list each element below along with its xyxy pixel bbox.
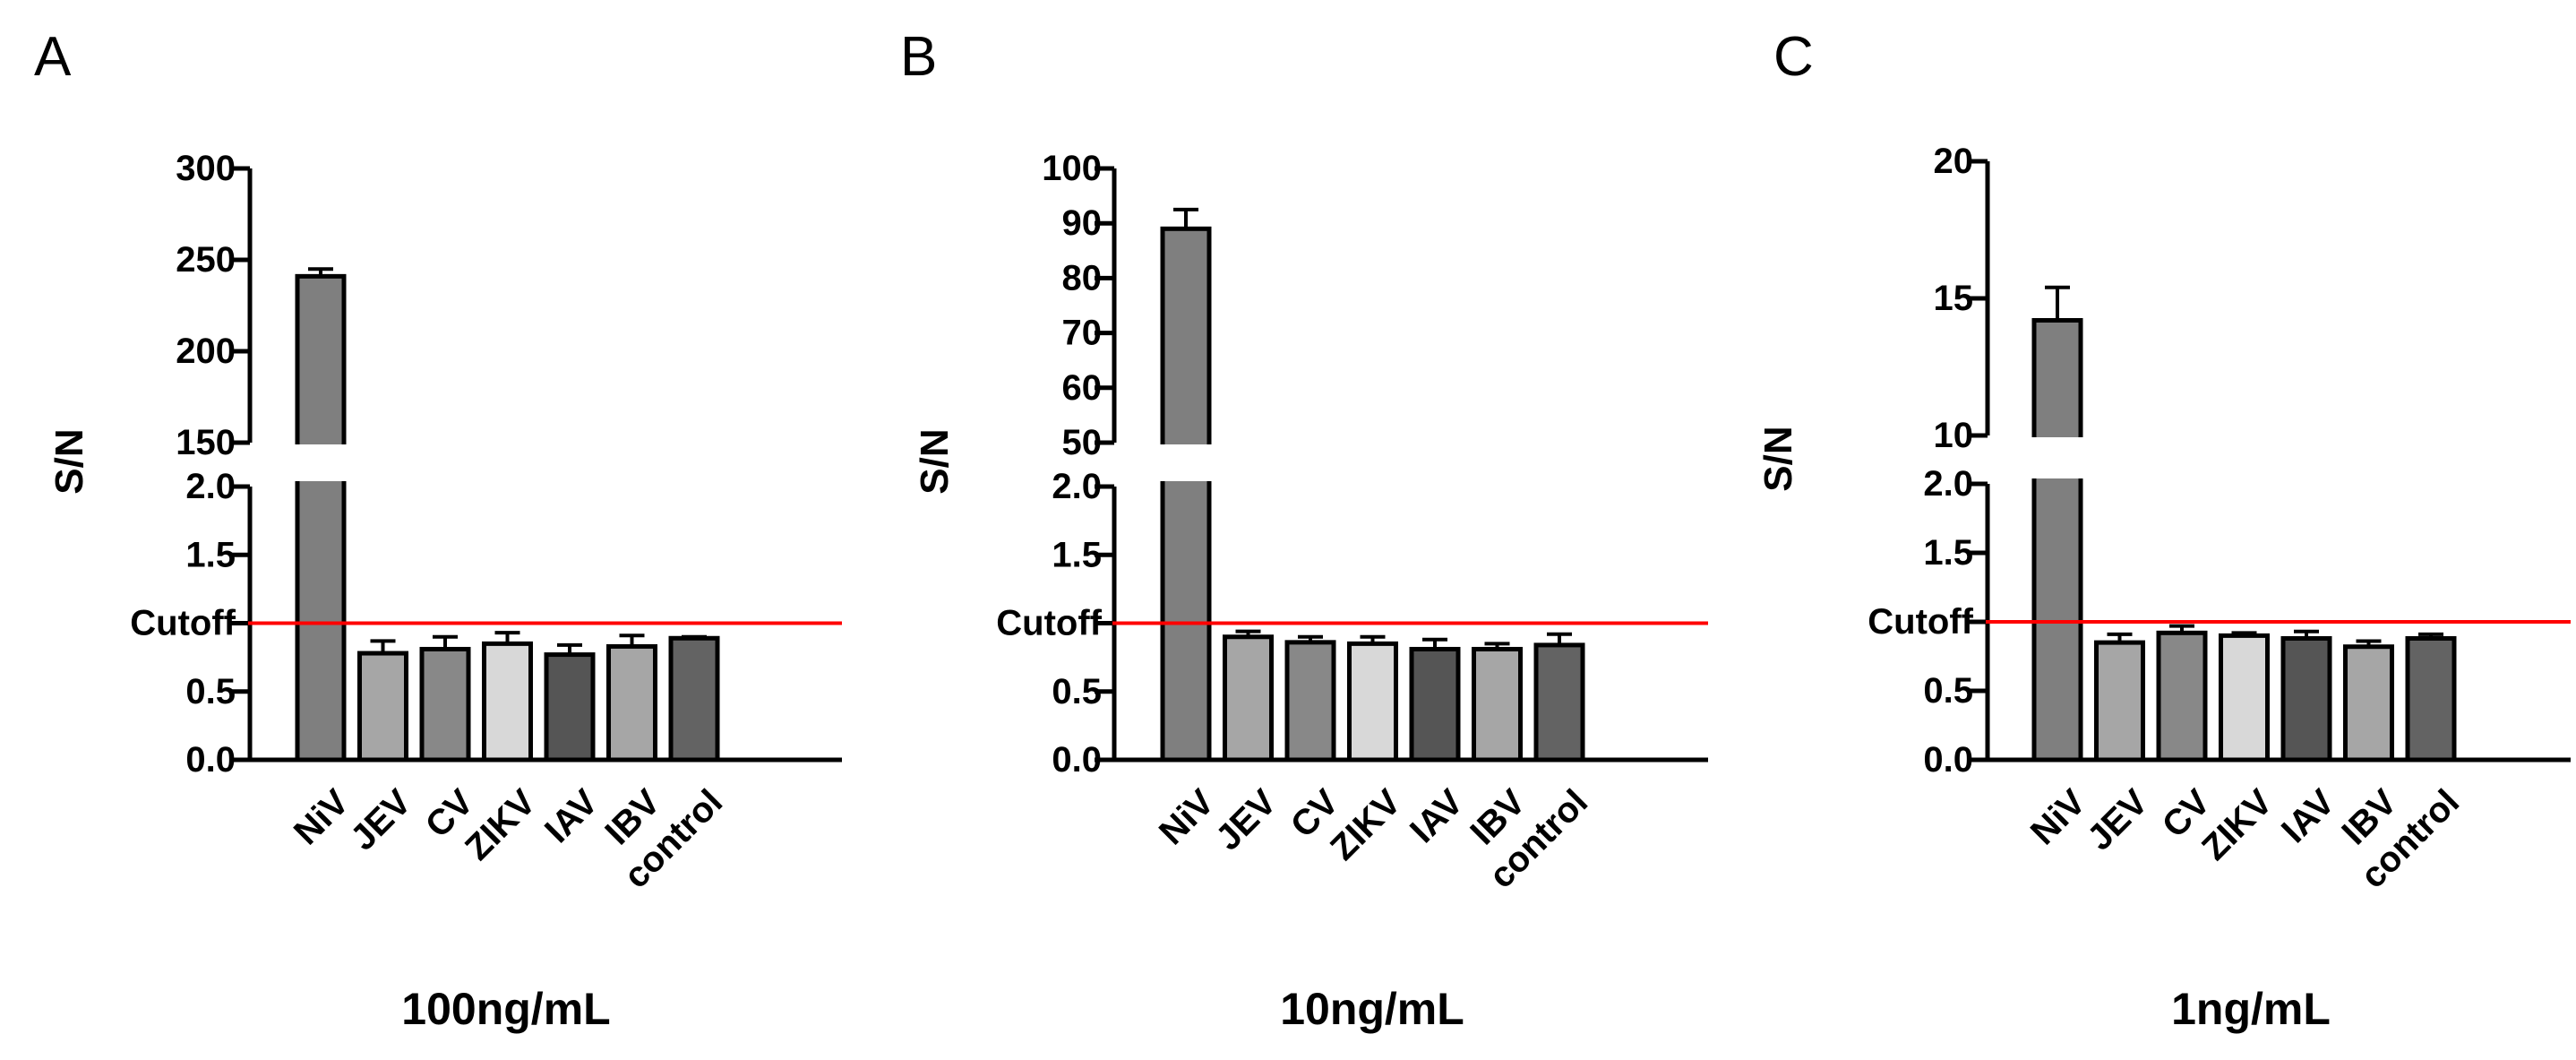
bar-niv (295, 273, 347, 763)
bar-niv (2031, 317, 2083, 763)
bar-control (2405, 635, 2457, 763)
y-tick-label: 0.5 (1052, 672, 1102, 711)
y-tick-label: 1.5 (1923, 533, 1973, 573)
y-tick-label: 15 (1934, 279, 1974, 318)
y-axis-title: S/N (1756, 426, 1800, 491)
axis-break-gap (292, 444, 349, 481)
x-axis-title: 1ng/mL (2171, 984, 2331, 1034)
bar-iav (544, 652, 596, 763)
y-tick-label: 0.5 (1923, 671, 1973, 711)
y-tick-label: 70 (1062, 314, 1103, 353)
y-tick-label: 10 (1934, 416, 1974, 455)
x-tick-label-zikv: ZIKV (2194, 782, 2280, 868)
y-tick-label: 300 (176, 149, 236, 188)
x-axis-title: 100ng/mL (401, 984, 610, 1034)
y-tick-label: 50 (1062, 423, 1103, 462)
y-tick-label: 150 (176, 423, 236, 462)
axis-break-gap (2029, 437, 2086, 478)
bar-control (668, 635, 720, 763)
x-tick-label-jev: JEV (2080, 782, 2156, 858)
y-tick-label: 60 (1062, 368, 1103, 408)
bar-iav (2280, 635, 2332, 763)
cutoff-label: Cutoff (1868, 602, 1973, 642)
x-tick-label-niv: NiV (287, 782, 356, 852)
y-tick-label: 0.0 (185, 740, 236, 780)
y-tick-label: 1.5 (185, 535, 236, 574)
panel-letter: A (34, 26, 72, 88)
x-tick-label-iav: IAV (537, 782, 605, 850)
y-tick-label: 0.0 (1052, 740, 1102, 780)
bar-jev (1223, 634, 1274, 763)
bar-ibv (606, 643, 657, 763)
y-tick-label: 200 (176, 332, 236, 371)
bar-ibv (2343, 644, 2394, 763)
cutoff-label: Cutoff (130, 604, 236, 643)
y-tick-label: 2.0 (185, 467, 236, 506)
axis-break-gap (1157, 444, 1215, 481)
bar-niv (1160, 226, 1212, 763)
y-tick-label: 2.0 (1052, 467, 1102, 506)
bar-cv (2156, 630, 2208, 763)
bar-control (1533, 642, 1585, 763)
y-tick-label: 90 (1062, 203, 1103, 243)
cutoff-label: Cutoff (996, 604, 1102, 643)
y-axis-title: S/N (913, 428, 957, 494)
panel-letter: C (1773, 26, 1814, 88)
y-tick-label: 250 (176, 240, 236, 280)
x-tick-label-jev: JEV (343, 782, 419, 858)
bar-zikv (2219, 633, 2270, 763)
y-tick-label: 0.0 (1923, 740, 1973, 780)
x-tick-label-zikv: ZIKV (1323, 782, 1409, 868)
x-tick-label-niv: NiV (2023, 782, 2093, 852)
y-tick-label: 1.5 (1052, 535, 1102, 574)
bar-cv (1284, 640, 1336, 763)
y-tick-label: 100 (1042, 149, 1102, 188)
y-tick-label: 80 (1062, 258, 1103, 297)
y-tick-label: 20 (1934, 142, 1974, 181)
x-tick-label-niv: NiV (1152, 782, 1222, 852)
bar-zikv (482, 641, 533, 763)
bar-zikv (1347, 641, 1398, 763)
x-tick-label-jev: JEV (1208, 782, 1284, 858)
bar-ibv (1472, 646, 1523, 763)
panel-letter: B (900, 26, 937, 88)
y-axis-title: S/N (47, 428, 91, 494)
y-tick-label: 0.5 (185, 672, 236, 711)
bar-iav (1409, 646, 1461, 763)
x-tick-label-iav: IAV (2274, 782, 2342, 850)
x-tick-label-zikv: ZIKV (458, 782, 544, 868)
bar-cv (419, 646, 471, 763)
x-axis-title: 10ng/mL (1280, 984, 1464, 1034)
bar-jev (2094, 640, 2145, 763)
x-tick-label-iav: IAV (1403, 782, 1471, 850)
bar-jev (357, 651, 408, 763)
y-tick-label: 2.0 (1923, 464, 1973, 504)
